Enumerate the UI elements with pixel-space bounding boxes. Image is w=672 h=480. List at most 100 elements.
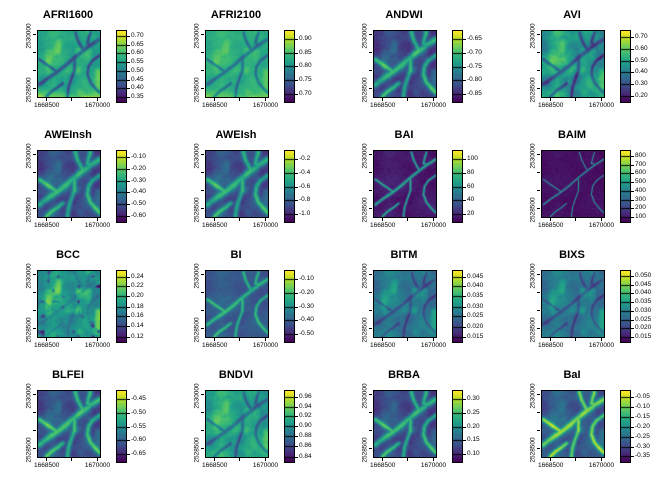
x-axis-tick [45,98,47,101]
colorbar-gradient [117,271,126,342]
colorbar-tick [127,53,130,54]
raster-map [374,31,436,97]
colorbar-tick [127,413,130,414]
y-axis-tick [201,52,204,54]
panel-title: AVI [563,9,581,21]
colorbar-tick-label: -0.20 [299,289,314,296]
raster-map-frame [37,270,101,338]
colorbar-tick-label: -0.70 [467,49,482,56]
colorbar-gradient [621,151,630,222]
colorbar [620,270,631,343]
y-axis-tick [33,87,36,89]
raster-map [206,271,268,337]
map-panel: AFRI2100 1668500 1670000 2530000 2528500 0.9… [168,0,336,120]
colorbar-tick-label: -0.15 [635,413,650,420]
x-axis-tick [381,458,383,461]
y-axis-tick-label: 2528500 [25,77,33,103]
colorbar-tick [127,62,130,63]
x-axis-tick [213,98,215,101]
y-axis-tick-label: 2530000 [361,263,369,289]
colorbar-tick-label: 0.20 [635,92,648,99]
colorbar-gradient [621,391,630,462]
y-axis-tick [201,172,204,174]
colorbar-tick-label: -0.65 [467,35,482,42]
colorbar-tick-label: 0.030 [467,303,484,310]
colorbar-tick-label: -1.0 [299,210,311,217]
colorbar-tick-label: -0.20 [635,423,650,430]
y-axis-tick-label: 2528500 [193,197,201,223]
y-axis-tick [369,309,372,311]
x-axis-tick [381,218,383,221]
raster-map [206,31,268,97]
colorbar-tick-label: 20 [467,210,475,217]
colorbar-tick-label: 600 [635,169,646,176]
colorbar-tick [631,182,634,183]
x-axis-tick-label: 1668500 [202,341,228,349]
map-panel: BRBA 1668500 1670000 2530000 2528500 0.30 0.2… [336,360,504,480]
colorbar-tick-label: 400 [635,187,646,194]
colorbar-tick [463,307,466,308]
raster-map [38,31,100,97]
y-axis-tick-label: 2530000 [361,143,369,169]
colorbar-tick [127,71,130,72]
raster-map-frame [541,270,605,338]
y-axis-tick-label: 2528500 [361,437,369,463]
y-axis-tick-label: 2528500 [25,317,33,343]
x-axis-tick [264,338,266,341]
colorbar-tick [463,327,466,328]
y-axis-tick [369,154,372,156]
colorbar-tick [631,456,634,457]
raster-map-frame [541,390,605,458]
colorbar-gradient [285,271,294,342]
x-axis-tick [239,218,241,221]
colorbar-tick-label: 0.22 [131,282,144,289]
colorbar-tick-label: 0.24 [131,273,144,280]
x-axis-tick-label: 1668500 [538,101,564,109]
colorbar-tick [463,200,466,201]
raster-map-frame [37,150,101,218]
y-axis-tick [201,274,204,276]
colorbar-tick [295,407,298,408]
map-panel: ANDWI 1668500 1670000 2530000 2528500 -0.65 -… [336,0,504,120]
colorbar-tick [463,277,466,278]
colorbar-tick [127,277,130,278]
y-axis-tick [33,394,36,396]
y-axis-tick [369,447,372,449]
colorbar-tick [463,187,466,188]
raster-map-frame [37,30,101,98]
colorbar-tick [631,72,634,73]
colorbar-tick [631,427,634,428]
colorbar-tick [463,427,466,428]
colorbar-tick [463,316,466,317]
x-axis-tick-label: 1668500 [538,461,564,469]
x-axis-tick-label: 1670000 [84,461,111,469]
colorbar-tick [631,337,634,338]
colorbar-tick [631,200,634,201]
raster-map-frame [205,150,269,218]
y-axis-tick-label: 2530000 [529,143,537,169]
colorbar-tick-label: 0.015 [467,333,484,340]
x-axis-tick [71,458,73,461]
x-axis-tick [432,218,434,221]
colorbar [116,30,127,103]
colorbar-gradient [285,151,294,222]
colorbar-tick-label: -0.40 [299,316,314,323]
colorbar [620,30,631,103]
raster-map [206,151,268,217]
colorbar-tick-label: 0.035 [635,298,652,305]
colorbar-tick [127,326,130,327]
colorbar-tick-label: 0.10 [467,450,480,457]
colorbar-tick [631,61,634,62]
raster-map [38,151,100,217]
colorbar-tick-label: -0.30 [131,177,146,184]
x-axis-tick [71,338,73,341]
x-axis-tick-label: 1670000 [588,221,615,229]
colorbar-tick [631,407,634,408]
colorbar [452,390,463,463]
y-axis-tick-label: 2530000 [193,263,201,289]
y-axis-tick [201,394,204,396]
raster-map-frame [373,390,437,458]
raster-map-frame [205,270,269,338]
colorbar [452,150,463,223]
x-axis-tick-label: 1670000 [588,341,615,349]
